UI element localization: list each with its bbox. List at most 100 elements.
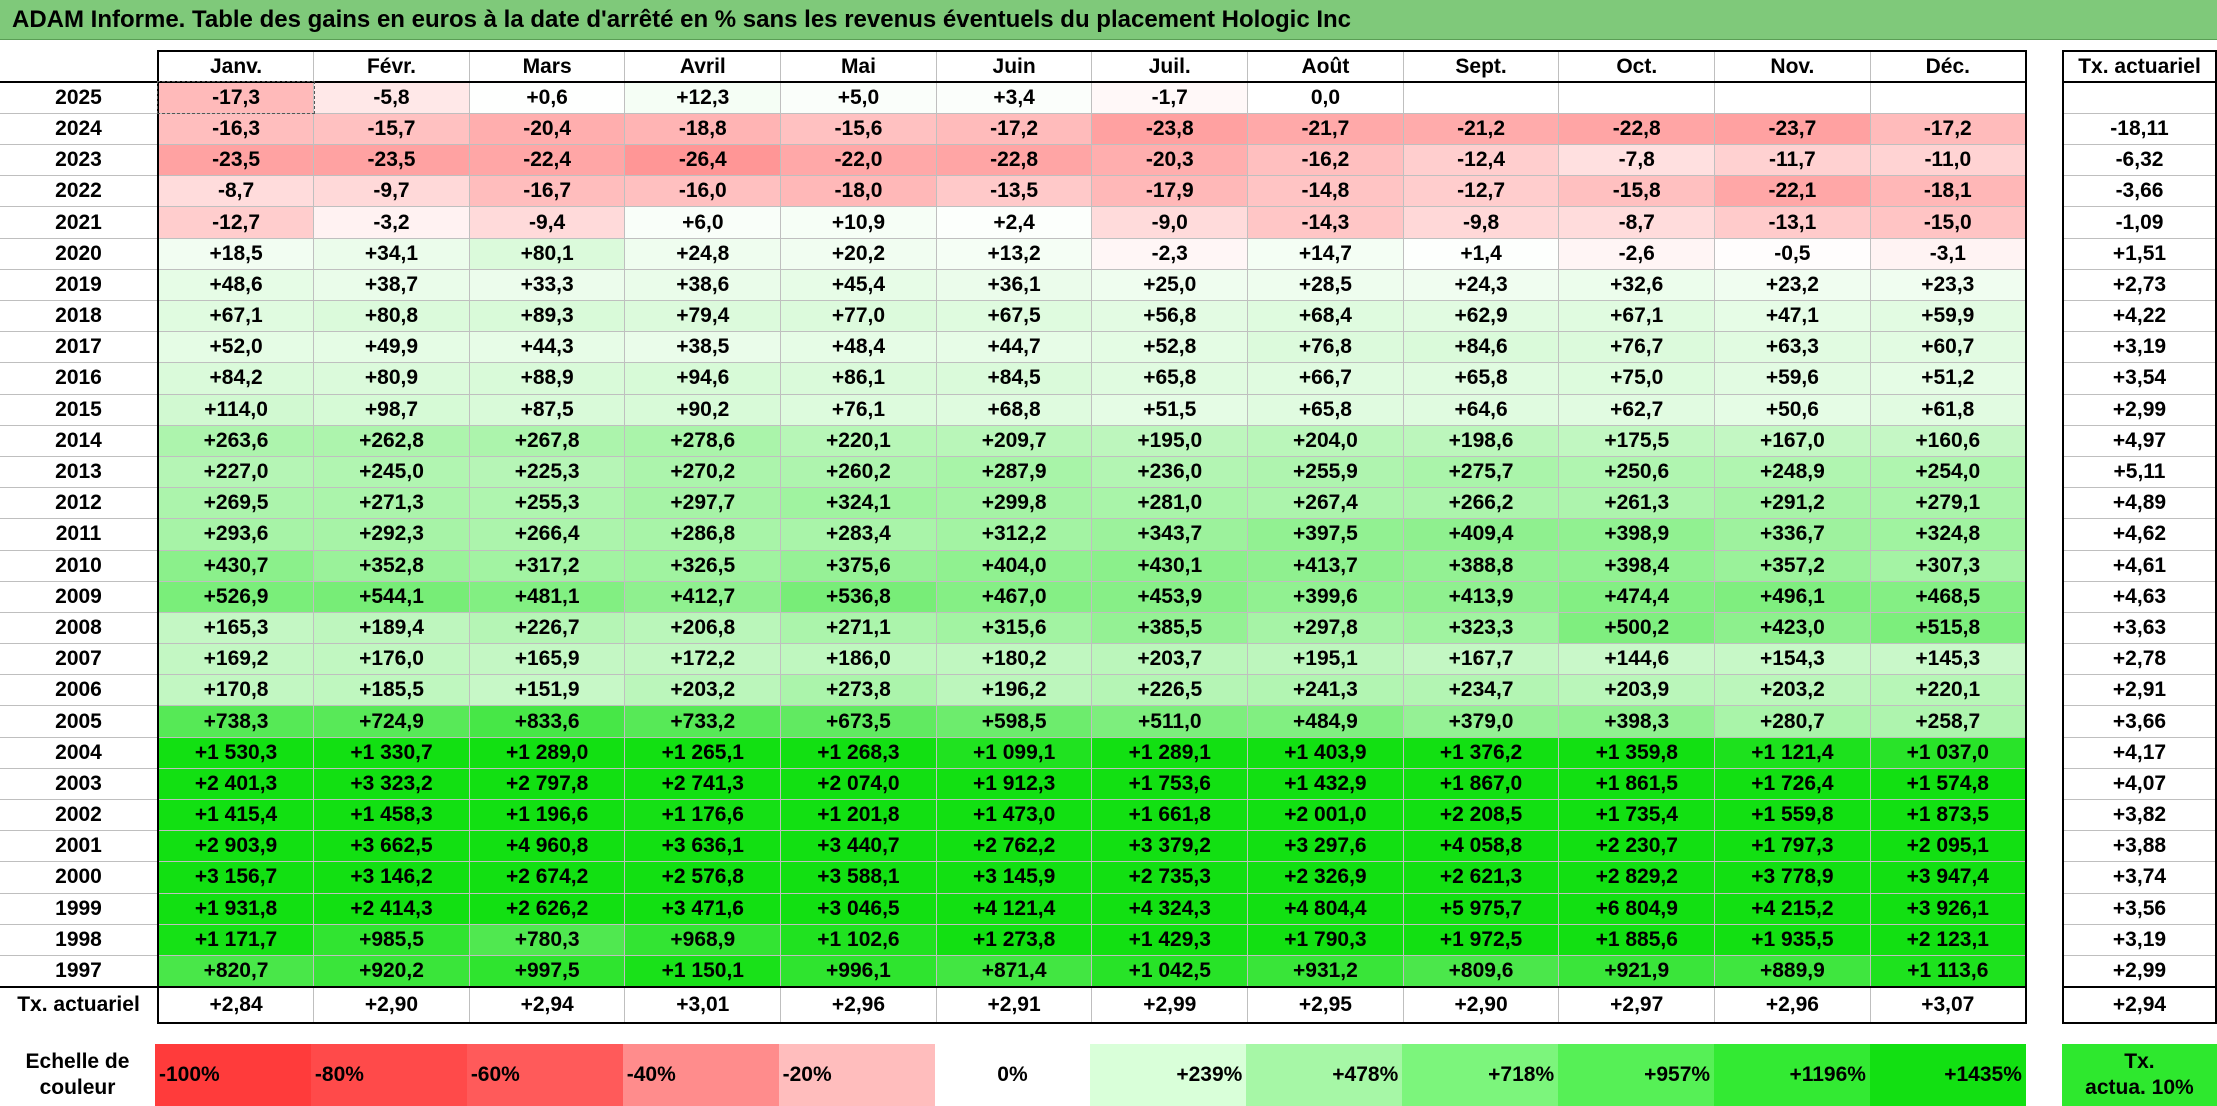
- gain-cell: +1 559,8: [1714, 798, 1871, 832]
- gain-cell: -12,7: [1402, 175, 1560, 208]
- gain-cell: +324,8: [1869, 518, 2027, 551]
- gain-cell: +25,0: [1091, 268, 1249, 302]
- gain-cell: +226,7: [468, 611, 626, 645]
- gain-cell: +1 972,5: [1402, 923, 1560, 956]
- gain-cell: +23,2: [1714, 268, 1871, 302]
- gain-cell: +67,1: [157, 299, 315, 333]
- color-scale-tx-line1: Tx.: [2124, 1050, 2155, 1073]
- gain-cell: -17,2: [935, 112, 1093, 146]
- color-scale-swatch: +1196%: [1714, 1044, 1870, 1106]
- gain-cell: -18,1: [1869, 175, 2027, 208]
- gain-cell: +234,7: [1402, 674, 1560, 707]
- gain-cell: +24,8: [624, 237, 782, 270]
- gain-cell: +51,5: [1091, 393, 1249, 426]
- gain-cell: +220,1: [1869, 674, 2027, 707]
- color-scale: Echelle de couleur -100% -80% -60% -40% -20%…: [0, 1044, 2217, 1106]
- tx-cell: +2,99: [2062, 393, 2217, 426]
- gain-cell: +1 359,8: [1558, 736, 1716, 769]
- gain-cell: +1 885,6: [1558, 923, 1716, 956]
- gain-cell: -22,4: [468, 144, 626, 177]
- table-row: 2008 +165,3 +189,4 +226,7 +206,8 +271,1 +315,6…: [0, 611, 2027, 645]
- gain-cell: -12,7: [157, 206, 315, 239]
- gain-cell: +88,9: [468, 362, 626, 395]
- gain-cell: -16,7: [468, 175, 626, 208]
- gain-cell: +2 208,5: [1402, 798, 1560, 832]
- color-scale-swatch: +957%: [1558, 1044, 1715, 1106]
- year-cell: 1998: [0, 923, 159, 956]
- gain-cell: +227,0: [157, 455, 315, 489]
- gain-cell: +2 762,2: [935, 830, 1093, 863]
- gain-cell: +317,2: [468, 549, 626, 582]
- gain-cell: +195,1: [1247, 643, 1404, 676]
- gain-cell: -9,7: [313, 175, 470, 208]
- year-cell: 2020: [0, 237, 159, 270]
- tx-header: Tx. actuariel: [2062, 49, 2217, 84]
- gain-cell: +515,8: [1869, 611, 2027, 645]
- gain-cell: +185,5: [313, 674, 470, 707]
- gain-cell: +409,4: [1402, 518, 1560, 551]
- gain-cell: +262,8: [313, 424, 470, 457]
- gain-cell: +280,7: [1714, 705, 1871, 738]
- gain-cell: +1 473,0: [935, 798, 1093, 832]
- gain-cell: +34,1: [313, 237, 470, 270]
- gain-cell: +4 215,2: [1714, 892, 1871, 925]
- gain-cell: +266,2: [1402, 487, 1560, 520]
- color-scale-swatch: +718%: [1402, 1044, 1559, 1106]
- tx-row: +3,63: [2062, 611, 2217, 645]
- gain-cell: -23,5: [313, 144, 470, 177]
- gain-cell: +833,6: [468, 705, 626, 738]
- gain-cell: +997,5: [468, 954, 626, 988]
- month-tx-cell: +2,96: [780, 985, 937, 1024]
- gain-cell: +809,6: [1402, 954, 1560, 988]
- month-header: Déc.: [1869, 49, 2027, 84]
- gain-cell: +59,6: [1714, 362, 1871, 395]
- month-tx-cell: +3,01: [624, 985, 782, 1024]
- gain-cell: +385,5: [1091, 611, 1249, 645]
- gain-cell: +3,4: [935, 81, 1093, 114]
- gain-cell: +413,9: [1402, 580, 1560, 613]
- gain-cell: -15,8: [1558, 175, 1716, 208]
- gain-cell: +180,2: [935, 643, 1093, 676]
- gain-cell: -3,2: [313, 206, 470, 239]
- gain-cell: +254,0: [1869, 455, 2027, 489]
- gain-cell: +1 726,4: [1714, 767, 1871, 801]
- gain-cell: +4 324,3: [1091, 892, 1249, 925]
- gain-cell: -1,7: [1091, 81, 1249, 114]
- gain-cell: +48,6: [157, 268, 315, 302]
- table-row: 2020 +18,5 +34,1 +80,1 +24,8 +20,2 +13,2 -2,3 +1…: [0, 237, 2027, 270]
- gain-cell: +67,5: [935, 299, 1093, 333]
- gain-cell: +18,5: [157, 237, 315, 270]
- gain-cell: -8,7: [1558, 206, 1716, 239]
- gain-cell: +413,7: [1247, 549, 1404, 582]
- gain-cell: +248,9: [1714, 455, 1871, 489]
- tx-cell: +2,73: [2062, 268, 2217, 302]
- gain-cell: +544,1: [313, 580, 470, 613]
- color-scale-gap: [2026, 1044, 2062, 1106]
- tx-cell: +1,51: [2062, 237, 2217, 270]
- tx-row: +3,56: [2062, 892, 2217, 925]
- gain-cell: +267,8: [468, 424, 626, 457]
- table-row: 2012 +269,5 +271,3 +255,3 +297,7 +324,1 +299,8…: [0, 487, 2027, 520]
- gain-cell: +996,1: [780, 954, 937, 988]
- month-tx-cell: +2,99: [1091, 985, 1249, 1024]
- tx-cell: +2,91: [2062, 674, 2217, 707]
- gain-cell: +80,9: [313, 362, 470, 395]
- gain-cell: +430,7: [157, 549, 315, 582]
- gain-cell: +388,8: [1402, 549, 1560, 582]
- gain-cell: +3 297,6: [1247, 830, 1404, 863]
- gain-cell: +1 429,3: [1091, 923, 1249, 956]
- gain-cell: +1 403,9: [1247, 736, 1404, 769]
- gain-cell: +14,7: [1247, 237, 1404, 270]
- tx-actuariel-row: Tx. actuariel +2,84 +2,90 +2,94 +3,01 +2,96 +2…: [0, 985, 2027, 1024]
- gain-cell: +481,1: [468, 580, 626, 613]
- gain-cell: +299,8: [935, 487, 1093, 520]
- gain-cell: -12,4: [1402, 144, 1560, 177]
- gain-cell: +2 903,9: [157, 830, 315, 863]
- gain-cell: +1 735,4: [1558, 798, 1716, 832]
- year-cell: 2016: [0, 362, 159, 395]
- color-scale-swatch: 0%: [934, 1044, 1091, 1106]
- gain-cell: -2,3: [1091, 237, 1249, 270]
- gain-cell: +38,5: [624, 331, 782, 364]
- gain-cell: -3,1: [1869, 237, 2027, 270]
- gain-cell: +3 146,2: [313, 861, 470, 894]
